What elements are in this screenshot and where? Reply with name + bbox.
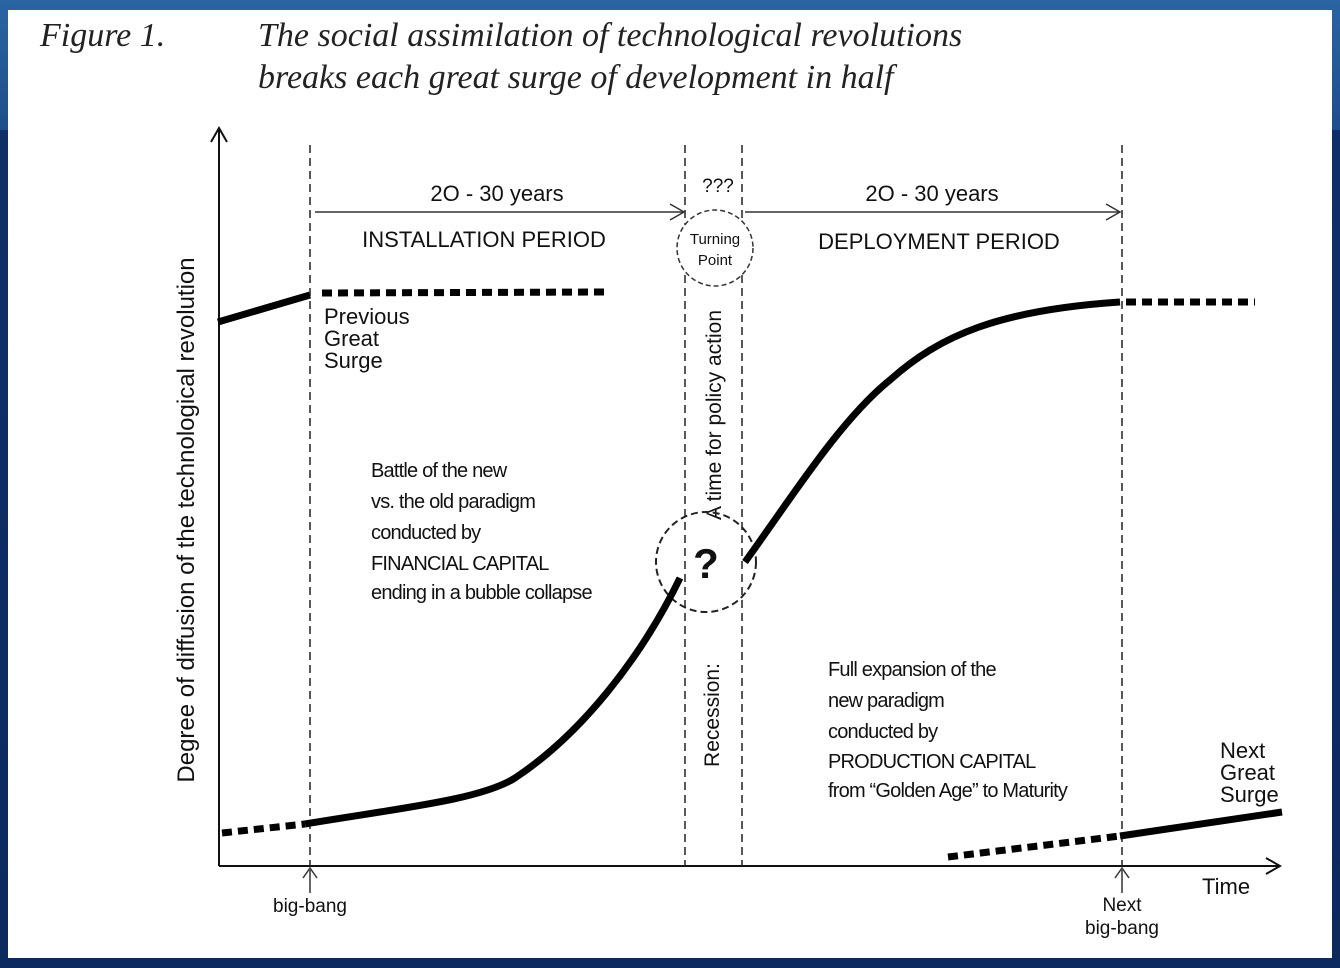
- installation-duration: 2O - 30 years: [430, 181, 563, 206]
- big-bang-label: big-bang: [273, 896, 347, 917]
- figure-label: Figure 1.: [39, 17, 165, 54]
- deployment-label: DEPLOYMENT PERIOD: [818, 229, 1060, 254]
- svg-text:conducted by: conducted by: [828, 721, 938, 743]
- svg-text:Battle of the new: Battle of the new: [371, 460, 508, 482]
- x-axis-label: Time: [1202, 874, 1250, 899]
- svg-text:vs. the old paradigm: vs. the old paradigm: [371, 491, 535, 513]
- deployment-curve: [742, 298, 1121, 565]
- battle-text: Battle of the new vs. the old paradigm c…: [371, 460, 593, 604]
- surge-curves: [217, 288, 1283, 861]
- turning-point-line1: Turning: [690, 231, 740, 248]
- svg-text:Great: Great: [1220, 760, 1275, 785]
- current-surge-dotted: [221, 820, 306, 837]
- svg-text:FINANCIAL CAPITAL: FINANCIAL CAPITAL: [371, 553, 549, 575]
- x-axis-arrow-icon: [1265, 857, 1283, 875]
- svg-text:conducted by: conducted by: [371, 522, 481, 544]
- next-surge-label: Next Great Surge: [1220, 738, 1279, 807]
- previous-surge-label: Previous Great Surge: [324, 304, 410, 373]
- svg-text:Full expansion of the: Full expansion of the: [828, 659, 996, 681]
- svg-text:Surge: Surge: [324, 348, 383, 373]
- deployment-duration: 2O - 30 years: [865, 181, 998, 206]
- big-bang-arrow-icon: [302, 866, 318, 879]
- recession-text: Recession:: [701, 663, 724, 767]
- next-big-bang-line2: big-bang: [1085, 918, 1159, 939]
- y-axis-label: Degree of diffusion of the technological…: [173, 257, 200, 782]
- svg-text:from “Golden Age” to Maturity: from “Golden Age” to Maturity: [828, 780, 1068, 802]
- svg-text:Great: Great: [324, 326, 379, 351]
- question-mark: ?: [693, 540, 719, 587]
- next-surge-dotted: [947, 832, 1121, 861]
- question-circle: [655, 511, 757, 613]
- title-line-2: breaks each great surge of development i…: [258, 59, 898, 96]
- next-surge-curve: [1119, 808, 1283, 840]
- turning-point-line2: Point: [698, 252, 733, 269]
- svg-text:Previous: Previous: [324, 304, 410, 329]
- installation-curve: [304, 576, 684, 828]
- policy-action-text: A time for policy action: [703, 310, 726, 520]
- svg-text:Next: Next: [1220, 738, 1265, 763]
- title-line-1: The social assimilation of technological…: [258, 17, 962, 54]
- svg-text:ending in a bubble collapse: ending in a bubble collapse: [371, 582, 592, 604]
- svg-text:new paradigm: new paradigm: [828, 690, 944, 712]
- next-big-bang-line1: Next: [1102, 895, 1142, 916]
- y-axis-arrow-icon: [210, 125, 228, 143]
- installation-label: INSTALLATION PERIOD: [362, 227, 606, 252]
- svg-text:Surge: Surge: [1220, 782, 1279, 807]
- previous-surge-dotted: [321, 288, 606, 297]
- previous-surge-curve: [217, 291, 311, 326]
- turning-point-circle: [676, 209, 754, 287]
- turning-question: ???: [702, 176, 734, 197]
- expansion-text: Full expansion of the new paradigm condu…: [828, 659, 1069, 802]
- figure-panel: [8, 10, 1332, 958]
- svg-text:PRODUCTION CAPITAL: PRODUCTION CAPITAL: [828, 751, 1036, 773]
- next-big-bang-arrow-icon: [1114, 866, 1130, 879]
